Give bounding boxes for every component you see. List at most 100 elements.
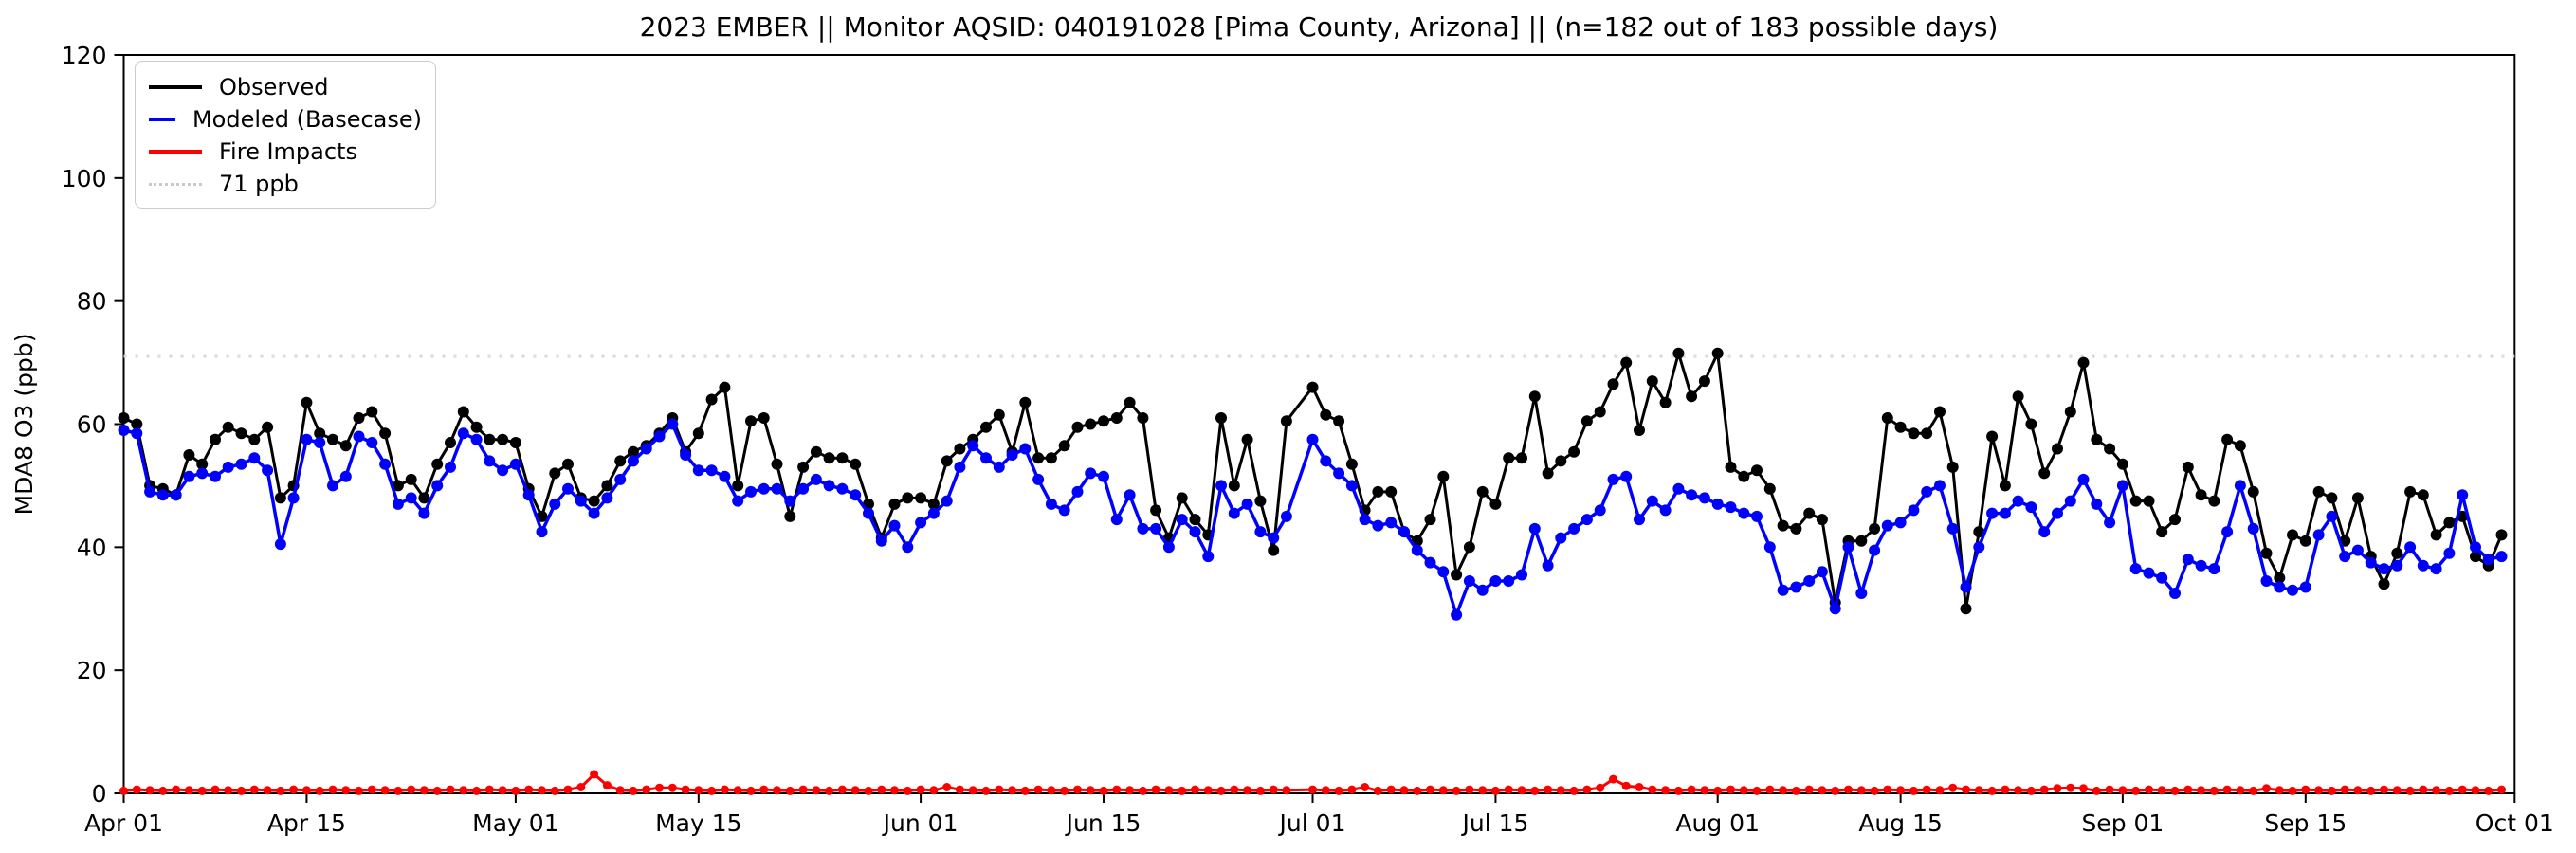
series-observed-point[interactable]	[2234, 440, 2246, 452]
series-observed-point[interactable]	[2391, 547, 2403, 559]
series-modeled-basecase-point[interactable]	[1463, 575, 1475, 587]
series-fire-impacts-point[interactable]	[929, 786, 939, 795]
series-fire-impacts-point[interactable]	[2392, 786, 2402, 795]
series-fire-impacts-point[interactable]	[407, 785, 416, 794]
series-modeled-basecase-point[interactable]	[1999, 507, 2011, 519]
series-fire-impacts-point[interactable]	[1582, 785, 1592, 794]
series-observed-point[interactable]	[210, 433, 221, 445]
series-fire-impacts-point[interactable]	[550, 786, 559, 795]
series-observed-point[interactable]	[614, 455, 627, 467]
series-observed-point[interactable]	[1019, 396, 1032, 408]
series-fire-impacts-point[interactable]	[655, 783, 664, 792]
series-fire-impacts-point[interactable]	[1020, 786, 1030, 795]
series-fire-impacts-point[interactable]	[2222, 785, 2232, 794]
series-modeled-basecase-point[interactable]	[2012, 495, 2024, 507]
series-fire-impacts-point[interactable]	[2353, 786, 2363, 795]
series-fire-impacts-point[interactable]	[1164, 786, 1174, 795]
series-fire-impacts-point[interactable]	[2145, 785, 2153, 794]
series-observed-point[interactable]	[2169, 514, 2181, 526]
series-fire-impacts-point[interactable]	[877, 785, 886, 794]
series-modeled-basecase-point[interactable]	[536, 526, 548, 538]
series-modeled-basecase-point[interactable]	[392, 498, 404, 510]
series-modeled-basecase-point[interactable]	[614, 473, 627, 485]
series-observed-point[interactable]	[1686, 390, 1698, 403]
series-fire-impacts-point[interactable]	[276, 786, 285, 795]
series-fire-impacts-point[interactable]	[2314, 786, 2324, 795]
series-fire-impacts-point[interactable]	[1621, 781, 1631, 790]
series-modeled-basecase-point[interactable]	[575, 495, 587, 507]
series-observed-point[interactable]	[1215, 412, 1227, 424]
series-fire-impacts-point[interactable]	[2419, 785, 2428, 794]
series-modeled-basecase-point[interactable]	[2116, 480, 2128, 492]
series-fire-impacts-point[interactable]	[1452, 786, 1461, 795]
series-fire-impacts-point[interactable]	[1713, 786, 1723, 795]
series-fire-impacts-point[interactable]	[2301, 785, 2311, 794]
series-observed-point[interactable]	[1594, 406, 1606, 418]
series-modeled-basecase-point[interactable]	[222, 461, 234, 473]
series-observed-point[interactable]	[1345, 458, 1358, 470]
series-fire-impacts-point[interactable]	[2497, 785, 2506, 794]
series-modeled-basecase-point[interactable]	[888, 519, 901, 532]
series-observed-point[interactable]	[980, 421, 992, 433]
series-observed-point[interactable]	[1555, 455, 1567, 467]
series-modeled-basecase-point[interactable]	[1686, 489, 1698, 501]
series-observed-point[interactable]	[1869, 522, 1881, 535]
series-fire-impacts-point[interactable]	[563, 785, 573, 794]
series-observed-point[interactable]	[2351, 492, 2364, 504]
series-fire-impacts-point[interactable]	[2039, 785, 2049, 794]
series-fire-impacts-point[interactable]	[2079, 784, 2088, 793]
series-observed-point[interactable]	[2443, 517, 2456, 529]
series-modeled-basecase-point[interactable]	[653, 430, 666, 443]
series-modeled-basecase-point[interactable]	[915, 517, 927, 529]
series-modeled-basecase-point[interactable]	[1098, 470, 1109, 482]
series-modeled-basecase-point[interactable]	[2495, 551, 2508, 563]
series-modeled-basecase-point[interactable]	[2143, 567, 2155, 579]
series-fire-impacts-point[interactable]	[1490, 786, 1500, 795]
series-observed-point[interactable]	[2260, 547, 2273, 559]
series-fire-impacts-point[interactable]	[119, 786, 128, 795]
series-observed-point[interactable]	[2116, 458, 2128, 470]
series-fire-impacts-point[interactable]	[263, 786, 272, 795]
series-observed-point[interactable]	[902, 492, 914, 504]
series-observed-point[interactable]	[1999, 480, 2011, 492]
series-observed-point[interactable]	[2287, 529, 2298, 541]
series-observed-point[interactable]	[497, 433, 509, 445]
series-fire-impacts-point[interactable]	[785, 786, 795, 795]
series-modeled-basecase-point[interactable]	[1359, 514, 1371, 526]
series-fire-impacts-point[interactable]	[511, 786, 521, 795]
series-fire-impacts-point[interactable]	[1478, 786, 1488, 795]
legend-item-modeled[interactable]: Modeled (Basecase)	[149, 103, 422, 136]
series-fire-impacts-point[interactable]	[1687, 785, 1696, 794]
series-fire-impacts-point[interactable]	[1726, 785, 1735, 794]
series-modeled-basecase-point[interactable]	[927, 507, 940, 519]
series-fire-impacts-point[interactable]	[1151, 785, 1160, 794]
series-modeled-basecase-point[interactable]	[680, 449, 692, 461]
series-observed-point[interactable]	[1306, 381, 1319, 393]
series-modeled-basecase-point[interactable]	[170, 489, 182, 501]
series-observed-point[interactable]	[797, 461, 810, 473]
series-observed-point[interactable]	[484, 433, 496, 445]
series-observed-point[interactable]	[314, 427, 326, 440]
series-fire-impacts-point[interactable]	[2170, 786, 2180, 795]
series-observed-point[interactable]	[1189, 514, 1201, 526]
series-modeled-basecase-point[interactable]	[1777, 584, 1789, 596]
series-observed-point[interactable]	[1463, 541, 1475, 554]
series-modeled-basecase-point[interactable]	[1620, 470, 1633, 482]
series-observed-point[interactable]	[1254, 495, 1267, 507]
series-fire-impacts-point[interactable]	[1948, 783, 1958, 792]
series-modeled-basecase-point[interactable]	[1333, 467, 1345, 480]
series-observed-point[interactable]	[2077, 356, 2090, 369]
series-fire-impacts-point[interactable]	[2053, 784, 2062, 793]
series-modeled-basecase-point[interactable]	[1385, 517, 1398, 529]
series-fire-impacts-point[interactable]	[1203, 786, 1213, 795]
series-observed-point[interactable]	[810, 445, 822, 458]
series-modeled-basecase-point[interactable]	[1580, 514, 1593, 526]
series-fire-impacts-point[interactable]	[224, 786, 233, 795]
series-modeled-basecase-point[interactable]	[353, 430, 365, 443]
series-modeled-basecase-point[interactable]	[1019, 443, 1032, 455]
series-observed-point[interactable]	[2064, 406, 2076, 418]
series-modeled-basecase-point[interactable]	[1320, 455, 1332, 467]
series-observed-point[interactable]	[1071, 421, 1084, 433]
series-fire-impacts-point[interactable]	[1922, 785, 1931, 794]
series-modeled-basecase-point[interactable]	[1202, 551, 1215, 563]
